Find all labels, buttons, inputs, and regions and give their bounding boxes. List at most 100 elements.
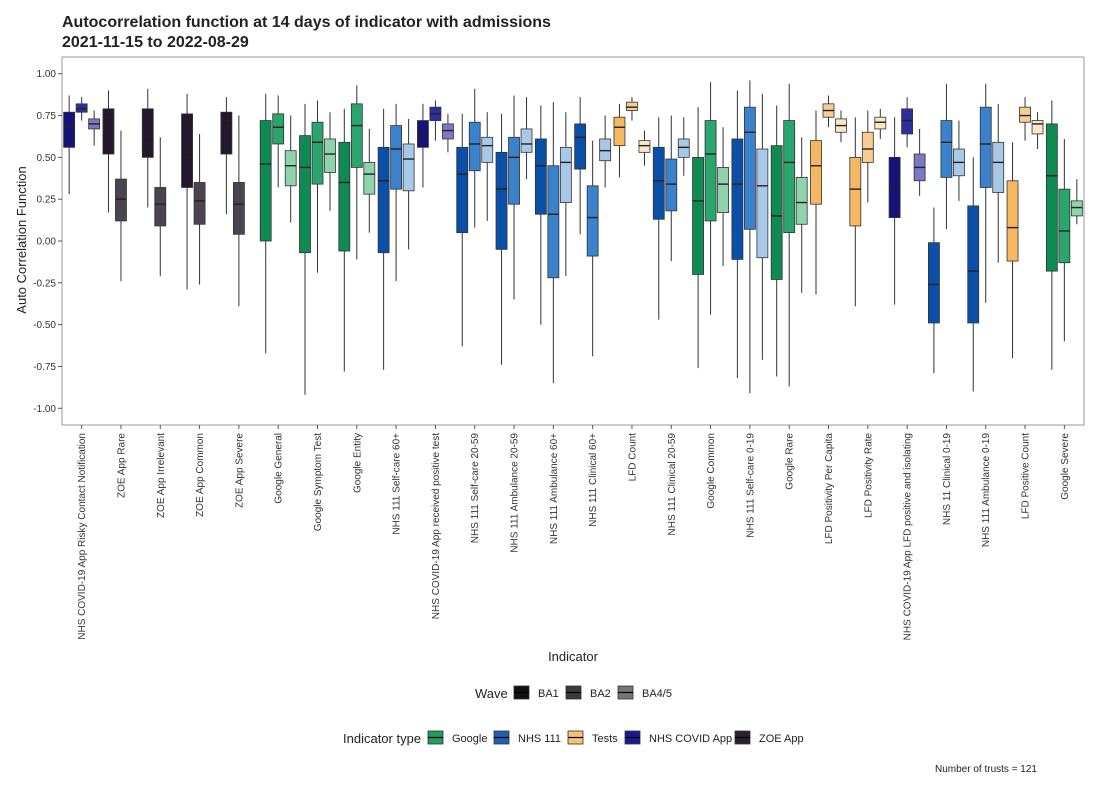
box-iqr — [193, 182, 206, 225]
legend-type-label: ZOE App — [759, 733, 804, 745]
x-tick-label: NHS COVID-19 App Risky Contact Notificat… — [77, 433, 88, 640]
box-iqr — [284, 150, 297, 187]
x-tick-label: NHS 111 Self-care 60+ — [392, 433, 403, 535]
x-tick-label: NHS 111 Self-care 20-59 — [470, 433, 481, 544]
box-iqr — [810, 140, 822, 205]
x-tick-label: NHS 111 Ambulance 20-59 — [510, 433, 521, 553]
category-group — [967, 83, 1005, 392]
legend-wave: Wave BA1 BA2 BA4/5 — [475, 685, 672, 701]
box-iqr — [232, 182, 245, 235]
box-iqr — [63, 111, 76, 148]
x-tick-label: LFD Positivity Rate — [863, 433, 874, 518]
category-group — [102, 90, 127, 282]
box-iqr — [1070, 200, 1083, 217]
box-iqr — [574, 123, 587, 170]
box-iqr — [508, 136, 520, 205]
x-axis: NHS COVID-19 App Risky Contact Notificat… — [77, 425, 1071, 640]
box-iqr — [770, 145, 783, 280]
box-iqr — [75, 103, 88, 113]
y-axis: -1.00 -0.75 -0.50 -0.25 0.00 0.25 0.50 0.75 1.00 — [33, 69, 62, 415]
x-tick-label: Google Symptom Test — [313, 433, 324, 531]
plot-panel — [61, 56, 1085, 426]
category-group — [652, 115, 690, 320]
x-tick-label: NHS 111 Self-care 0-19 — [745, 433, 756, 538]
y-tick-label: 0.25 — [37, 195, 57, 206]
legend-type-label: NHS COVID App — [649, 733, 732, 745]
category-group — [888, 97, 926, 305]
category-group — [731, 80, 769, 394]
x-tick-label: LFD Positivity Per Capita — [824, 433, 835, 545]
box-iqr — [940, 120, 953, 178]
box-iqr — [652, 146, 665, 220]
y-tick-label: 0.75 — [37, 111, 57, 122]
legend-wave-label: BA4/5 — [642, 688, 672, 700]
box-iqr — [481, 136, 494, 163]
x-tick-label: NHS 111 Clinical 20-59 — [667, 433, 678, 536]
box-iqr — [181, 113, 193, 188]
category-group — [456, 88, 494, 347]
x-tick-label: Google Common — [706, 433, 717, 509]
box-iqr — [586, 185, 599, 257]
box-iqr — [1006, 180, 1019, 262]
box-iqr — [861, 131, 874, 163]
box-iqr — [743, 106, 756, 230]
legend-indicator-type: Indicator type Google NHS 111 Tests NHS COVI… — [343, 730, 804, 746]
box-iqr — [1045, 123, 1058, 272]
legend-wave-label: BA2 — [590, 688, 611, 700]
category-group — [141, 88, 167, 277]
box-iqr — [547, 165, 560, 279]
x-tick-label: ZOE App Irrelevant — [156, 433, 167, 518]
box-iqr — [468, 121, 481, 172]
category-group — [1045, 100, 1083, 370]
x-tick-label: ZOE App Common — [195, 433, 206, 517]
category-group — [181, 93, 206, 290]
category-group — [613, 97, 651, 178]
box-iqr — [350, 103, 363, 168]
category-group — [63, 95, 101, 195]
box-iqr — [613, 116, 626, 147]
x-tick-label: ZOE App Rare — [116, 433, 127, 498]
box-iqr — [756, 148, 769, 259]
box-iqr — [363, 161, 376, 195]
box-iqr — [599, 138, 612, 162]
box-iqr — [677, 138, 690, 158]
boxes-layer — [63, 80, 1083, 395]
box-iqr — [534, 138, 547, 215]
y-axis-title: Auto Correlation Function — [14, 166, 29, 313]
category-group — [299, 100, 336, 395]
box-iqr — [849, 156, 862, 227]
y-tick-label: -0.25 — [33, 278, 56, 289]
box-iqr — [456, 146, 469, 234]
box-iqr — [559, 146, 572, 203]
x-tick-label: NHS 111 Ambulance 0-19 — [981, 433, 992, 548]
legend-type-label: Tests — [592, 733, 618, 745]
y-tick-label: 0.50 — [37, 153, 57, 164]
legend-type-label: Google — [452, 733, 487, 745]
category-group — [849, 108, 887, 307]
box-iqr — [259, 120, 272, 242]
x-tick-label: LFD Count — [627, 433, 638, 482]
legend-type-title: Indicator type — [343, 731, 421, 746]
x-tick-label: NHS 111 Clinical 60+ — [588, 433, 599, 527]
box-iqr — [665, 158, 678, 212]
box-iqr — [1019, 106, 1031, 123]
box-iqr — [141, 108, 154, 158]
y-tick-label: -0.50 — [33, 320, 56, 331]
legend-type-label: NHS 111 — [518, 733, 561, 745]
category-group — [770, 83, 808, 387]
box-iqr — [928, 242, 940, 324]
x-tick-label: NHS 11 Clinical 0-19 — [942, 433, 953, 526]
x-tick-label: LFD Positive Count — [1021, 433, 1032, 519]
category-group — [692, 82, 729, 369]
box-iqr — [520, 128, 533, 153]
box-iqr — [299, 135, 311, 254]
box-iqr — [731, 138, 744, 260]
y-tick-label: -1.00 — [33, 404, 56, 415]
box-iqr — [717, 166, 729, 213]
chart-title: Autocorrelation function at 14 days of i… — [62, 14, 551, 31]
box-iqr — [311, 121, 324, 185]
category-group — [574, 97, 612, 357]
box-iqr — [874, 116, 887, 130]
box-iqr — [220, 111, 233, 155]
